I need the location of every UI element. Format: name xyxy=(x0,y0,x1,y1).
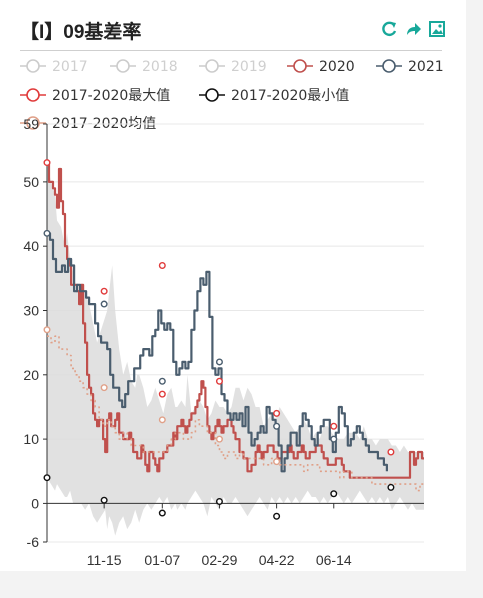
basis-rate-chart: 2017 2018 2019 2020 2021 2017-2020最大值 2017-202… xyxy=(20,59,444,568)
chart-toolbar xyxy=(380,20,446,38)
min-point-4[interactable] xyxy=(273,512,281,520)
x-tick-label-0: 11-15 xyxy=(87,552,122,568)
max-point-7[interactable] xyxy=(387,448,395,456)
y-tick-label-3: 30 xyxy=(23,302,39,318)
legend-label-6[interactable]: 2017-2020最小值 xyxy=(231,88,349,104)
share-icon[interactable] xyxy=(404,20,422,38)
series-line-2017-2020均值 xyxy=(47,335,424,492)
min-point-2[interactable] xyxy=(158,509,166,517)
legend-label-0[interactable]: 2017 xyxy=(52,59,88,75)
y-tick-label-7: -6 xyxy=(27,534,40,550)
y-tick-label-4: 20 xyxy=(23,367,39,383)
legend-label-3[interactable]: 2020 xyxy=(319,59,355,75)
y-tick-label-5: 10 xyxy=(23,431,39,447)
x-tick-label-4: 06-14 xyxy=(316,552,352,568)
refresh-icon[interactable] xyxy=(380,20,398,38)
x-tick-label-3: 04-22 xyxy=(259,552,295,568)
point-2021-0[interactable] xyxy=(43,229,51,237)
point-2021-1[interactable] xyxy=(100,300,108,308)
save-image-icon[interactable] xyxy=(428,20,446,38)
legend-label-2[interactable]: 2019 xyxy=(231,59,267,75)
max-point-4[interactable] xyxy=(215,377,223,385)
mean-point-0[interactable] xyxy=(43,326,51,334)
point-2021-5[interactable] xyxy=(330,435,338,443)
legend-marker-1[interactable] xyxy=(116,59,130,73)
series-line-2020 xyxy=(47,161,424,479)
range-band xyxy=(47,162,424,536)
mean-point-4[interactable] xyxy=(273,458,281,466)
mean-point-1[interactable] xyxy=(100,384,108,392)
point-2021-4[interactable] xyxy=(273,422,281,430)
point-2021-3[interactable] xyxy=(215,358,223,366)
max-point-2[interactable] xyxy=(158,261,166,269)
mean-point-3[interactable] xyxy=(215,435,223,443)
max-point-1[interactable] xyxy=(100,287,108,295)
max-point-5[interactable] xyxy=(273,409,281,417)
y-tick-label-1: 50 xyxy=(23,174,39,190)
series-line-2021 xyxy=(47,232,388,473)
y-tick-label-0: 59 xyxy=(23,116,39,132)
min-point-3[interactable] xyxy=(215,497,223,505)
min-point-5[interactable] xyxy=(330,490,338,498)
max-point-6[interactable] xyxy=(330,422,338,430)
legend-marker-2[interactable] xyxy=(205,59,219,73)
legend-marker-6[interactable] xyxy=(205,88,219,102)
title-divider xyxy=(20,50,442,51)
chart-title: 【I】09基差率 xyxy=(20,22,142,43)
y-tick-label-6: 0 xyxy=(31,495,39,511)
legend-label-5[interactable]: 2017-2020最大值 xyxy=(52,88,170,104)
x-tick-label-2: 02-29 xyxy=(202,552,238,568)
point-2021-2[interactable] xyxy=(158,377,166,385)
min-point-1[interactable] xyxy=(100,496,108,504)
min-point-0[interactable] xyxy=(43,474,51,482)
mean-point-2[interactable] xyxy=(158,416,166,424)
x-tick-label-1: 01-07 xyxy=(144,552,180,568)
legend-marker-5[interactable] xyxy=(26,88,40,102)
min-point-6[interactable] xyxy=(387,483,395,491)
legend-label-1[interactable]: 2018 xyxy=(142,59,178,75)
max-point-0[interactable] xyxy=(43,159,51,167)
legend-label-4[interactable]: 2021 xyxy=(408,59,444,75)
max-point-3[interactable] xyxy=(158,390,166,398)
legend-marker-4[interactable] xyxy=(382,59,396,73)
y-tick-label-2: 40 xyxy=(23,238,39,254)
legend-marker-3[interactable] xyxy=(293,59,307,73)
legend-marker-0[interactable] xyxy=(26,59,40,73)
legend-marker-7[interactable] xyxy=(26,116,40,130)
